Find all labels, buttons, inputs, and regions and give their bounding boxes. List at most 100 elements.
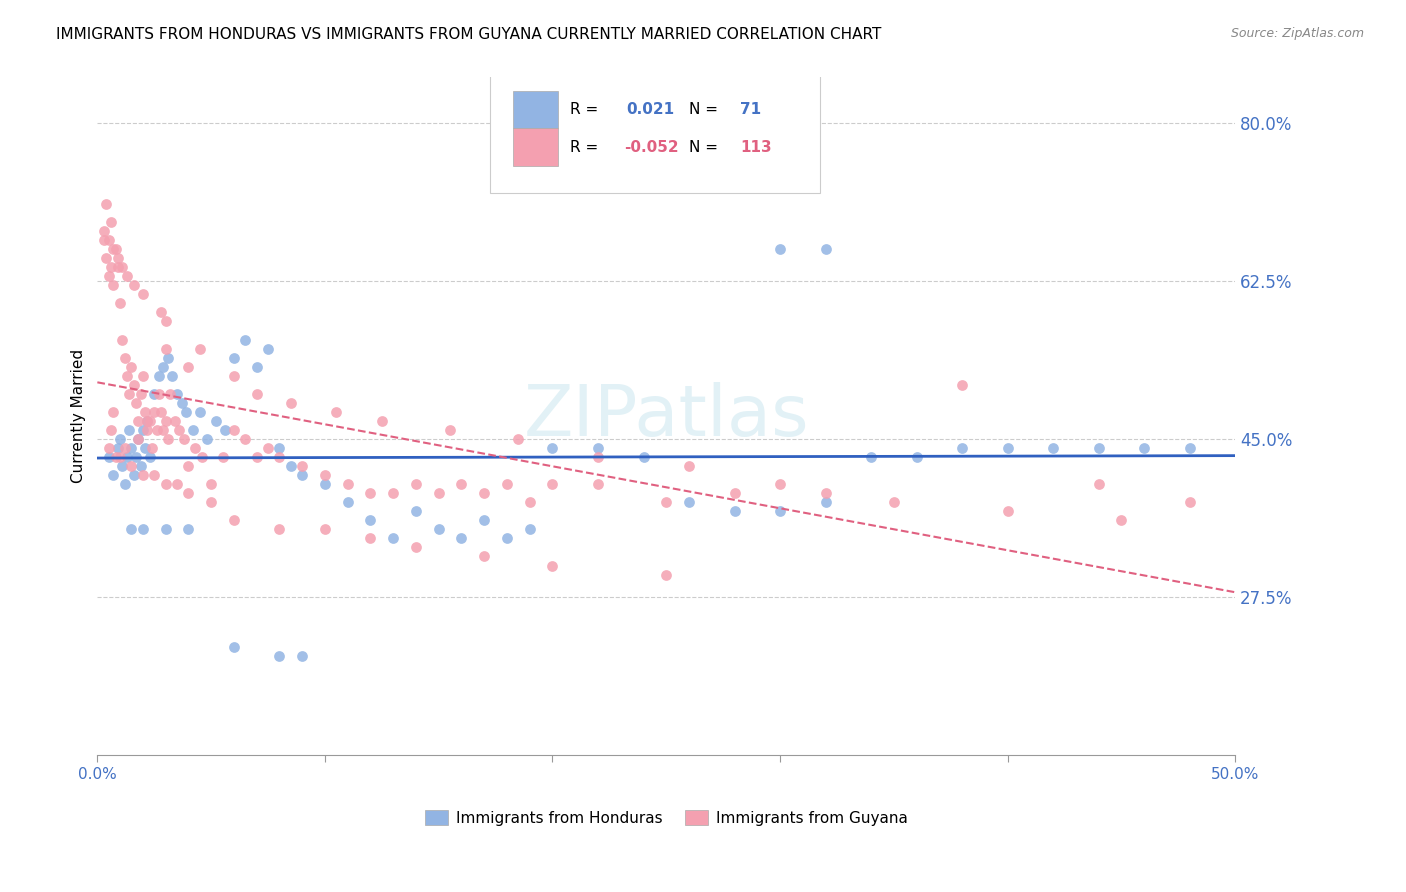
Point	[269, 522, 291, 536]
Point	[141, 441, 163, 455]
Point	[222, 351, 245, 365]
Point	[177, 359, 200, 374]
Point	[723, 486, 745, 500]
Point	[177, 486, 200, 500]
Point	[125, 450, 148, 464]
Point	[108, 450, 131, 464]
Point	[1087, 477, 1109, 491]
Point	[111, 459, 134, 474]
Point	[204, 414, 226, 428]
Point	[150, 305, 173, 319]
Point	[496, 532, 519, 546]
Point	[195, 432, 218, 446]
Point	[134, 441, 156, 455]
Point	[156, 432, 179, 446]
Point	[336, 477, 359, 491]
Point	[257, 342, 280, 356]
Point	[723, 504, 745, 518]
Point	[125, 396, 148, 410]
Legend: Immigrants from Honduras, Immigrants from Guyana: Immigrants from Honduras, Immigrants fro…	[419, 804, 914, 832]
Point	[111, 333, 134, 347]
Point	[1178, 441, 1201, 455]
Point	[188, 342, 211, 356]
Point	[155, 314, 177, 328]
Point	[107, 441, 129, 455]
Point	[145, 423, 167, 437]
Point	[860, 450, 883, 464]
Point	[200, 477, 222, 491]
Point	[633, 450, 655, 464]
Point	[136, 414, 159, 428]
Point	[132, 468, 155, 483]
Point	[155, 414, 177, 428]
Point	[93, 233, 115, 247]
Point	[173, 432, 195, 446]
Point	[169, 423, 191, 437]
Point	[143, 468, 166, 483]
Point	[108, 296, 131, 310]
Point	[174, 405, 197, 419]
Point	[997, 441, 1019, 455]
Point	[136, 423, 159, 437]
Point	[427, 522, 450, 536]
Point	[586, 477, 609, 491]
Point	[155, 477, 177, 491]
Point	[496, 477, 519, 491]
Point	[170, 396, 193, 410]
Point	[111, 260, 134, 275]
Point	[472, 549, 495, 564]
Point	[508, 432, 530, 446]
Point	[100, 260, 122, 275]
Point	[122, 278, 145, 293]
Point	[103, 278, 125, 293]
Point	[150, 405, 173, 419]
Point	[269, 450, 291, 464]
Point	[1087, 441, 1109, 455]
Point	[519, 495, 541, 509]
Point	[233, 432, 256, 446]
Point	[166, 477, 188, 491]
Point	[280, 459, 302, 474]
Point	[127, 432, 149, 446]
Point	[541, 477, 564, 491]
Point	[222, 513, 245, 527]
Point	[472, 486, 495, 500]
Point	[405, 541, 427, 555]
Point	[143, 386, 166, 401]
Point	[246, 386, 269, 401]
Point	[382, 532, 405, 546]
Point	[184, 441, 207, 455]
Point	[222, 423, 245, 437]
Point	[222, 368, 245, 383]
Point	[280, 396, 302, 410]
Point	[950, 377, 973, 392]
Point	[950, 441, 973, 455]
Point	[107, 251, 129, 265]
Point	[883, 495, 905, 509]
Point	[127, 432, 149, 446]
Point	[450, 477, 472, 491]
Point	[678, 459, 700, 474]
Point	[163, 414, 186, 428]
Point	[134, 405, 156, 419]
Point	[177, 522, 200, 536]
Point	[132, 287, 155, 301]
Point	[97, 269, 120, 284]
Point	[1178, 495, 1201, 509]
Point	[359, 486, 381, 500]
Point	[136, 414, 159, 428]
Point	[382, 486, 405, 500]
Point	[769, 242, 792, 256]
Point	[127, 414, 149, 428]
Point	[769, 504, 792, 518]
Point	[257, 441, 280, 455]
Text: 113: 113	[740, 140, 772, 155]
Point	[103, 405, 125, 419]
Point	[905, 450, 928, 464]
Point	[1111, 513, 1133, 527]
Point	[155, 522, 177, 536]
Point	[97, 233, 120, 247]
Point	[155, 342, 177, 356]
Text: 0.021: 0.021	[627, 103, 675, 118]
Point	[97, 450, 120, 464]
